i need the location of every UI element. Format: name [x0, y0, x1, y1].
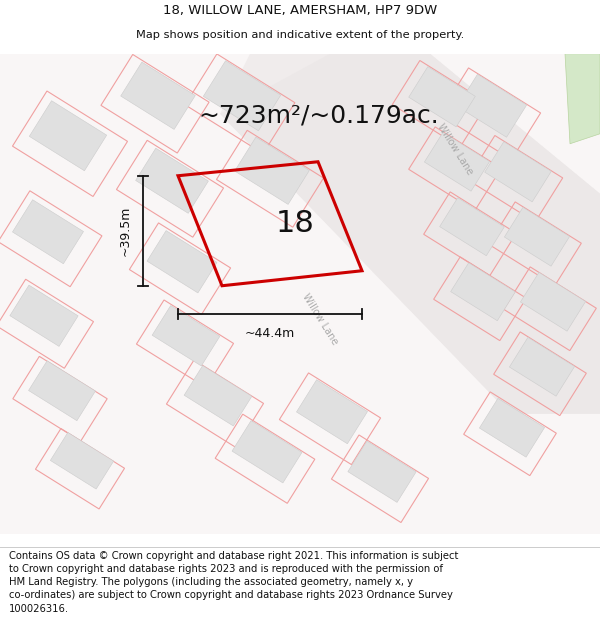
Polygon shape: [121, 62, 196, 129]
Polygon shape: [147, 231, 217, 293]
Polygon shape: [203, 61, 281, 131]
Polygon shape: [136, 148, 208, 213]
Polygon shape: [220, 54, 600, 414]
Polygon shape: [232, 421, 302, 483]
Polygon shape: [13, 200, 83, 264]
Text: ~44.4m: ~44.4m: [245, 328, 295, 340]
Polygon shape: [520, 272, 586, 331]
Polygon shape: [235, 137, 310, 204]
Polygon shape: [50, 432, 113, 489]
Polygon shape: [296, 380, 368, 444]
Polygon shape: [409, 67, 475, 127]
Text: 18, WILLOW LANE, AMERSHAM, HP7 9DW: 18, WILLOW LANE, AMERSHAM, HP7 9DW: [163, 4, 437, 17]
Polygon shape: [29, 361, 95, 421]
Polygon shape: [330, 54, 600, 254]
Polygon shape: [220, 54, 600, 414]
Text: Contains OS data © Crown copyright and database right 2021. This information is : Contains OS data © Crown copyright and d…: [9, 551, 458, 614]
Polygon shape: [565, 54, 600, 144]
Polygon shape: [0, 54, 600, 534]
Text: Map shows position and indicative extent of the property.: Map shows position and indicative extent…: [136, 30, 464, 40]
Text: ~723m²/~0.179ac.: ~723m²/~0.179ac.: [198, 104, 439, 127]
Polygon shape: [485, 142, 551, 202]
Text: Willow Lane: Willow Lane: [435, 121, 475, 176]
Polygon shape: [10, 285, 78, 346]
Polygon shape: [505, 208, 569, 266]
Text: 18: 18: [275, 209, 314, 238]
Polygon shape: [152, 306, 220, 366]
Polygon shape: [29, 101, 107, 171]
Polygon shape: [348, 441, 416, 503]
Text: ~39.5m: ~39.5m: [119, 206, 131, 256]
Polygon shape: [457, 74, 527, 138]
Text: Willow Lane: Willow Lane: [300, 291, 340, 346]
Polygon shape: [451, 262, 515, 321]
Polygon shape: [440, 198, 505, 256]
Polygon shape: [184, 366, 252, 426]
Polygon shape: [424, 132, 490, 191]
Polygon shape: [479, 398, 545, 457]
Polygon shape: [509, 338, 575, 396]
